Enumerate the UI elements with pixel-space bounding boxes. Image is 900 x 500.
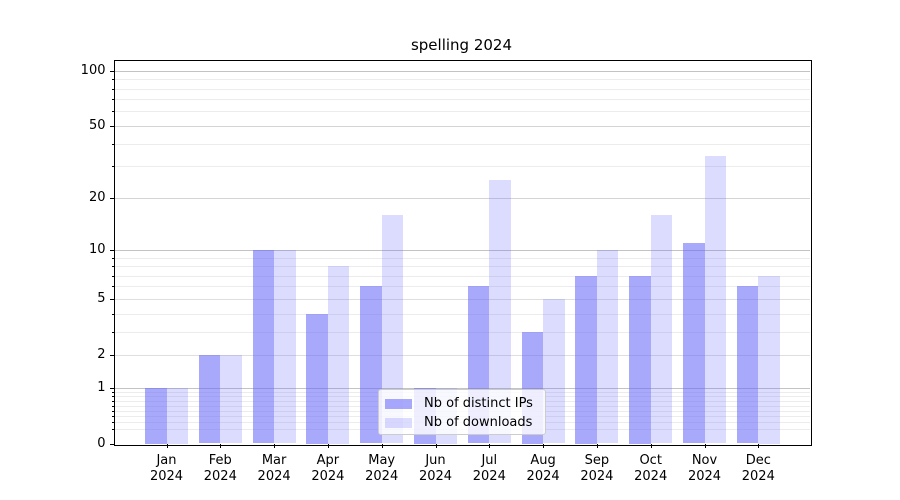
bar-ips-mar bbox=[252, 249, 275, 444]
ytick-minor-mark-0.2 bbox=[111, 428, 114, 430]
bar-downloads-nov bbox=[704, 156, 726, 444]
legend-label-downloads: Nb of downloads bbox=[424, 415, 533, 430]
ytick-label-100: 100 bbox=[80, 62, 106, 78]
legend-row-downloads: Nb of downloads bbox=[385, 413, 545, 432]
ytick-minor-mark-90 bbox=[111, 79, 114, 81]
ytick-label-20: 20 bbox=[88, 189, 106, 205]
ytick-minor-mark-7 bbox=[111, 275, 114, 277]
ytick-minor-mark-0.6 bbox=[111, 405, 114, 407]
ytick-minor-mark-30 bbox=[111, 166, 114, 168]
ytick-label-10: 10 bbox=[88, 241, 106, 257]
bar-downloads-apr bbox=[327, 266, 350, 444]
ytick-minor-mark-9 bbox=[111, 257, 114, 259]
xtick-label-sep: Sep 2024 bbox=[580, 452, 614, 484]
ytick-label-50: 50 bbox=[88, 117, 106, 133]
ytick-minor-mark-20 bbox=[111, 197, 114, 199]
bar-downloads-mar bbox=[274, 249, 296, 444]
ytick-minor-mark-5 bbox=[111, 298, 114, 300]
xtick-label-apr: Apr 2024 bbox=[311, 452, 345, 484]
bar-downloads-dec bbox=[758, 275, 780, 444]
xtick-mark-feb bbox=[220, 444, 222, 448]
bar-downloads-may bbox=[381, 214, 404, 444]
gridline-y-40 bbox=[114, 143, 810, 145]
gridline-y-50 bbox=[114, 125, 810, 127]
xtick-mark-jan bbox=[166, 444, 168, 448]
xtick-mark-mar bbox=[274, 444, 276, 448]
xtick-mark-apr bbox=[327, 444, 329, 448]
gridline-y-100 bbox=[114, 70, 810, 72]
gridline-y-80 bbox=[114, 88, 810, 90]
xtick-mark-may bbox=[381, 444, 383, 448]
ytick-minor-mark-6 bbox=[111, 286, 114, 288]
ytick-mark-10 bbox=[109, 249, 114, 251]
xtick-mark-oct bbox=[650, 444, 652, 448]
xtick-label-may: May 2024 bbox=[365, 452, 399, 484]
gridline-y-60 bbox=[114, 111, 810, 113]
xtick-label-jun: Jun 2024 bbox=[418, 452, 453, 484]
legend-label-distinct-ips: Nb of distinct IPs bbox=[424, 396, 533, 411]
gridline-y-90 bbox=[114, 79, 810, 81]
ytick-label-1: 1 bbox=[97, 379, 106, 395]
gridline-y-70 bbox=[114, 99, 810, 101]
ytick-label-5: 5 bbox=[97, 290, 106, 306]
chart-title: spelling 2024 bbox=[410, 36, 513, 54]
xtick-label-nov: Nov 2024 bbox=[687, 452, 722, 484]
bar-ips-apr bbox=[306, 313, 328, 444]
bar-ips-jan bbox=[145, 387, 167, 444]
ytick-minor-mark-8 bbox=[111, 266, 114, 267]
xtick-mark-sep bbox=[596, 444, 598, 448]
bar-ips-dec bbox=[736, 286, 759, 444]
bar-ips-nov bbox=[683, 242, 705, 444]
ytick-minor-mark-3 bbox=[111, 331, 114, 333]
ytick-minor-mark-50 bbox=[111, 125, 114, 127]
xtick-mark-jun bbox=[435, 444, 437, 448]
xtick-mark-jul bbox=[489, 444, 491, 448]
bar-downloads-sep bbox=[596, 249, 619, 444]
legend-swatch-distinct-ips bbox=[385, 398, 412, 409]
ytick-minor-mark-0.7 bbox=[111, 400, 114, 402]
ytick-minor-mark-0.9 bbox=[111, 391, 114, 393]
legend: Nb of distinct IPs Nb of downloads bbox=[378, 389, 546, 435]
xtick-mark-aug bbox=[543, 444, 545, 448]
bar-ips-may bbox=[360, 286, 382, 444]
ytick-minor-mark-80 bbox=[111, 88, 114, 90]
bar-downloads-aug bbox=[543, 298, 565, 444]
ytick-minor-mark-70 bbox=[111, 99, 114, 101]
ytick-label-2: 2 bbox=[97, 346, 106, 362]
bar-downloads-oct bbox=[650, 214, 673, 444]
xtick-label-feb: Feb 2024 bbox=[203, 452, 237, 484]
legend-swatch-downloads bbox=[385, 417, 412, 428]
bar-ips-oct bbox=[629, 275, 651, 444]
ytick-mark-1 bbox=[109, 387, 114, 389]
ytick-minor-mark-60 bbox=[111, 111, 114, 113]
legend-row-distinct-ips: Nb of distinct IPs bbox=[385, 394, 545, 413]
xtick-mark-nov bbox=[704, 444, 706, 448]
ytick-label-0: 0 bbox=[97, 435, 106, 451]
ytick-mark-100 bbox=[109, 70, 114, 72]
ytick-minor-mark-0.4 bbox=[111, 416, 114, 418]
ytick-minor-mark-0.8 bbox=[111, 396, 114, 397]
bar-downloads-jan bbox=[166, 387, 188, 444]
ytick-mark-0 bbox=[109, 443, 114, 445]
ytick-minor-mark-0.3 bbox=[111, 422, 114, 424]
xtick-label-mar: Mar 2024 bbox=[257, 452, 291, 484]
bar-ips-sep bbox=[575, 275, 597, 444]
xtick-label-jul: Jul 2024 bbox=[472, 452, 506, 484]
bar-ips-feb bbox=[198, 354, 221, 444]
bar-downloads-feb bbox=[220, 354, 242, 444]
ytick-minor-mark-4 bbox=[111, 313, 114, 315]
xtick-mark-dec bbox=[758, 444, 760, 448]
ytick-minor-mark-2 bbox=[111, 354, 114, 356]
xtick-label-aug: Aug 2024 bbox=[526, 452, 560, 484]
xtick-label-dec: Dec 2024 bbox=[741, 452, 775, 484]
xtick-label-jan: Jan 2024 bbox=[149, 452, 184, 484]
ytick-minor-mark-40 bbox=[111, 143, 114, 145]
xtick-label-oct: Oct 2024 bbox=[634, 452, 668, 484]
ytick-minor-mark-0.5 bbox=[111, 410, 114, 412]
bar-downloads-jul bbox=[489, 180, 511, 444]
